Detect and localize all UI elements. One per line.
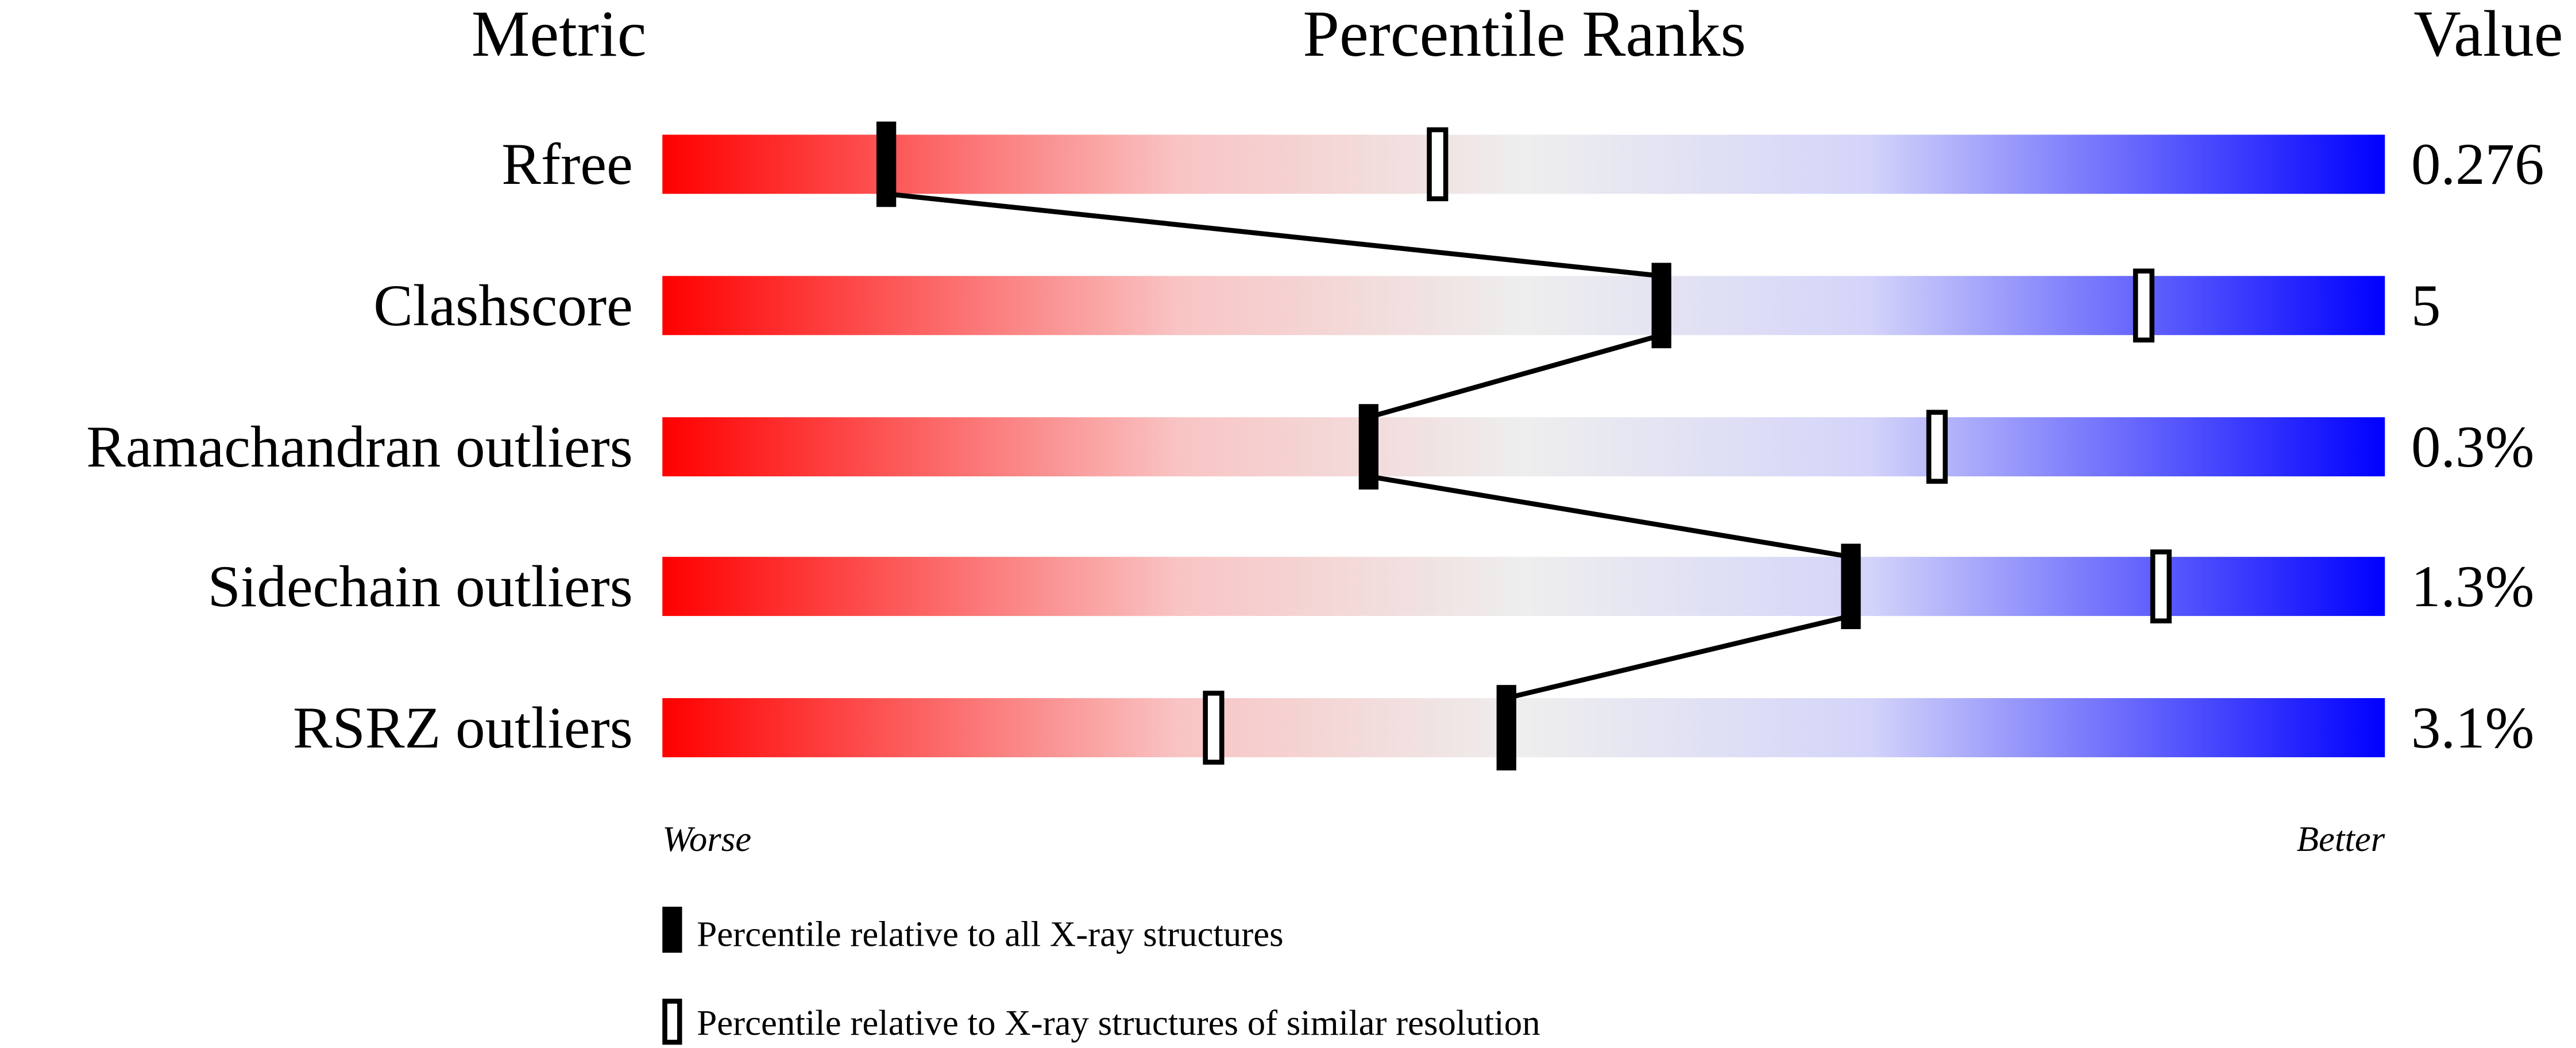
marker-all-structures — [1496, 685, 1516, 770]
metric-value: 5 — [2411, 273, 2440, 338]
metric-value: 1.3% — [2411, 554, 2534, 619]
percentile-bar — [662, 698, 2385, 757]
axis-label-worse: Worse — [662, 819, 751, 859]
header-metric: Metric — [472, 0, 647, 70]
marker-all-structures — [1358, 404, 1378, 490]
connector-line — [1368, 333, 1662, 420]
metric-label: Sidechain outliers — [208, 554, 633, 619]
connector-line — [886, 191, 1662, 279]
percentile-bar — [662, 557, 2385, 617]
percentile-bar — [662, 276, 2385, 336]
metric-label: Clashscore — [373, 273, 633, 338]
metric-value: 3.1% — [2411, 695, 2534, 761]
legend-label-all: Percentile relative to all X-ray structu… — [697, 914, 1283, 954]
marker-all-structures — [1841, 544, 1861, 629]
marker-similar-resolution — [2150, 549, 2172, 623]
metric-label: Ramachandran outliers — [86, 414, 633, 480]
marker-similar-resolution — [1203, 691, 1225, 765]
marker-similar-resolution — [2133, 268, 2154, 343]
metric-label: Rfree — [501, 132, 633, 197]
connector-line — [1505, 613, 1852, 701]
header-value: Value — [2413, 0, 2563, 70]
header-percentile-ranks: Percentile Ranks — [1303, 0, 1746, 70]
marker-similar-resolution — [1427, 127, 1449, 202]
connector-line — [1368, 473, 1852, 560]
percentile-bar — [662, 134, 2385, 194]
marker-all-structures — [1651, 263, 1671, 349]
marker-similar-resolution — [1926, 410, 1948, 484]
percentile-bar — [662, 417, 2385, 477]
axis-label-better: Better — [2297, 819, 2385, 859]
legend-label-similar: Percentile relative to X-ray structures … — [697, 1003, 1540, 1043]
metric-value: 0.3% — [2411, 414, 2534, 480]
metric-label: RSRZ outliers — [293, 695, 633, 761]
legend-filled-marker — [662, 907, 682, 953]
metric-value: 0.276 — [2411, 132, 2544, 197]
legend-open-marker — [662, 999, 682, 1045]
marker-all-structures — [876, 121, 897, 207]
